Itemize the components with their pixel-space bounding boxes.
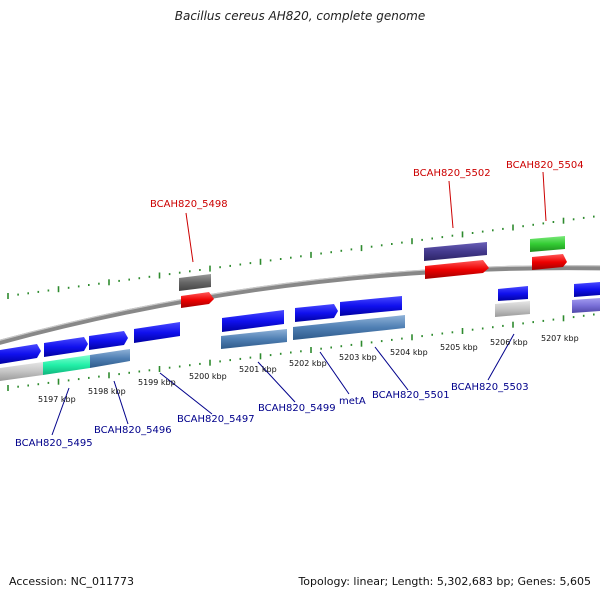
feature-steel-1[interactable]	[90, 349, 130, 368]
map-title: Bacillus cereus AH820, complete genome	[174, 9, 426, 23]
gene-bcah820-5504-green[interactable]	[530, 236, 565, 252]
tick-label-5201: 5201 kbp	[239, 365, 277, 374]
feature-aqua[interactable]	[43, 355, 90, 375]
gene-label-bcah820-5498[interactable]: BCAH820_5498	[150, 199, 228, 210]
gene-label-bcah820-5496[interactable]: BCAH820_5496	[94, 425, 172, 436]
feature-violet[interactable]	[572, 298, 600, 313]
genome-backbone	[0, 265, 600, 345]
gene-arrow-5202[interactable]	[295, 304, 338, 322]
gene-labels-bottom: BCAH820_5495 BCAH820_5496 BCAH820_5497 B…	[15, 382, 529, 449]
feature-light-2[interactable]	[495, 301, 530, 317]
gene-label-bcah820-5504[interactable]: BCAH820_5504	[506, 160, 584, 171]
tick-label-5203: 5203 kbp	[339, 353, 377, 362]
tick-track-top	[7, 215, 595, 299]
gene-arrow-left-2[interactable]	[44, 337, 88, 357]
gene-arrow-left-1[interactable]	[0, 344, 41, 364]
tick-label-5199: 5199 kbp	[138, 378, 176, 387]
gene-label-bcah820-5502[interactable]: BCAH820_5502	[413, 168, 491, 179]
gene-bcah820-5504-arrow[interactable]	[532, 254, 567, 270]
tick-label-5206: 5206 kbp	[490, 338, 528, 347]
features-top	[179, 236, 567, 308]
feature-steel-2[interactable]	[221, 329, 287, 349]
accession-text: Accession: NC_011773	[9, 575, 135, 588]
features-bottom	[0, 282, 600, 381]
tick-labels: 5197 kbp 5198 kbp 5199 kbp 5200 kbp 5201…	[38, 334, 579, 404]
tick-label-5198: 5198 kbp	[88, 387, 126, 396]
tick-label-5200: 5200 kbp	[189, 372, 227, 381]
genome-backbone-highlight	[0, 265, 600, 341]
leader-lines	[51, 171, 547, 436]
gene-label-bcah820-5499[interactable]: BCAH820_5499	[258, 403, 336, 414]
gene-labels-top: BCAH820_5498 BCAH820_5502 BCAH820_5504	[150, 160, 584, 210]
gene-arrow-5200[interactable]	[222, 310, 284, 332]
gene-arrow-5203[interactable]	[340, 296, 402, 316]
gene-arrow-left-3[interactable]	[89, 331, 128, 350]
gene-label-bcah820-5495[interactable]: BCAH820_5495	[15, 438, 93, 449]
gene-arrow-5206[interactable]	[498, 286, 528, 301]
tick-label-5207: 5207 kbp	[541, 334, 579, 343]
tick-label-5197: 5197 kbp	[38, 395, 76, 404]
genome-summary-text: Topology: linear; Length: 5,302,683 bp; …	[298, 575, 591, 588]
gene-arrow-left-4[interactable]	[134, 322, 180, 343]
feature-steel-3[interactable]	[293, 315, 405, 340]
gene-arrow-right-edge[interactable]	[574, 282, 600, 297]
feature-light-1[interactable]	[0, 362, 43, 381]
gene-bcah820-5502-purple[interactable]	[424, 242, 487, 261]
gene-bcah820-5498-grey[interactable]	[179, 274, 211, 291]
gene-label-bcah820-5497[interactable]: BCAH820_5497	[177, 414, 255, 425]
gene-label-bcah820-5503[interactable]: BCAH820_5503	[451, 382, 529, 393]
tick-label-5204: 5204 kbp	[390, 348, 428, 357]
gene-bcah820-5502-arrow[interactable]	[425, 260, 489, 279]
tick-label-5205: 5205 kbp	[440, 343, 478, 352]
tick-label-5202: 5202 kbp	[289, 359, 327, 368]
tick-track-bottom	[7, 313, 595, 391]
gene-label-meta[interactable]: metA	[339, 396, 366, 407]
gene-bcah820-5498-arrow[interactable]	[181, 292, 214, 308]
gene-label-bcah820-5501[interactable]: BCAH820_5501	[372, 390, 450, 401]
